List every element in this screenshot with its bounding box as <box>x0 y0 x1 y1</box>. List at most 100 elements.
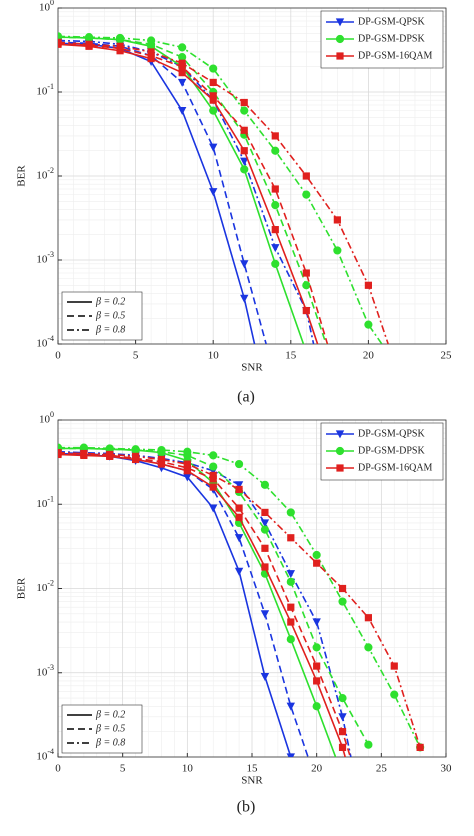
marker <box>235 504 243 512</box>
marker <box>335 34 345 44</box>
marker <box>178 59 186 67</box>
marker <box>302 281 311 290</box>
marker <box>147 48 155 56</box>
marker <box>240 157 249 166</box>
y-tick-label: 10-1 <box>36 494 54 510</box>
style-label: β = 0.2 <box>95 296 125 307</box>
marker <box>287 603 295 611</box>
line <box>58 35 383 344</box>
marker <box>183 460 191 468</box>
marker <box>271 146 280 155</box>
marker <box>364 614 372 622</box>
marker <box>313 559 321 567</box>
marker <box>336 52 344 60</box>
y-tick-label: 10-4 <box>36 747 54 763</box>
line <box>58 39 315 344</box>
marker <box>416 743 424 752</box>
chart: 0 5 10 15 20 25 10-4 10-3 10-2 10-1 100 SNR BER (a) DP… <box>16 0 453 406</box>
x-tick-label: 20 <box>311 763 323 775</box>
marker <box>209 504 218 513</box>
line <box>58 41 267 344</box>
marker <box>178 69 186 77</box>
marker <box>183 447 192 456</box>
marker <box>183 464 191 472</box>
marker <box>209 64 218 73</box>
style-label: β = 0.5 <box>95 310 125 321</box>
marker <box>260 525 270 534</box>
marker <box>338 584 347 593</box>
marker <box>364 281 372 289</box>
curves <box>58 443 425 757</box>
marker <box>271 185 279 193</box>
marker <box>234 567 244 576</box>
marker <box>209 92 217 100</box>
marker <box>390 690 399 699</box>
marker <box>335 430 345 439</box>
marker <box>209 188 218 197</box>
x-tick-label: 25 <box>441 350 453 362</box>
marker <box>209 462 218 471</box>
marker <box>132 452 140 460</box>
marker <box>209 96 217 104</box>
y-axis-label: BER <box>16 165 28 187</box>
marker <box>157 445 166 455</box>
marker <box>271 201 280 210</box>
plot-frame <box>57 419 447 758</box>
marker <box>209 78 217 87</box>
x-tick-label: 5 <box>133 350 139 362</box>
style-legend-box <box>61 291 143 341</box>
marker <box>302 306 310 315</box>
legend-label: DP-GSM-16QAM <box>358 462 433 473</box>
line <box>58 36 327 344</box>
y-axis-label: BER <box>16 577 28 599</box>
marker <box>312 702 321 711</box>
x-tick-label: 30 <box>441 763 453 775</box>
marker <box>287 534 295 542</box>
y-tick-label: 100 <box>39 0 54 14</box>
marker <box>333 216 341 224</box>
marker <box>183 473 192 482</box>
marker <box>260 480 270 489</box>
marker <box>335 18 345 27</box>
marker <box>335 446 345 456</box>
y-tick-label: 10-2 <box>36 578 54 594</box>
marker <box>209 106 218 115</box>
style-label: β = 0.8 <box>95 737 125 748</box>
marker <box>209 451 218 460</box>
marker <box>286 577 295 586</box>
marker <box>235 513 243 521</box>
marker <box>209 483 217 491</box>
line <box>58 451 309 757</box>
marker <box>177 78 187 87</box>
marker <box>240 106 249 115</box>
marker <box>115 33 125 43</box>
marker <box>333 246 342 255</box>
x-tick-label: 25 <box>376 763 388 775</box>
marker <box>364 740 373 749</box>
marker <box>234 534 244 543</box>
marker <box>271 226 279 234</box>
marker <box>286 702 295 711</box>
marker <box>147 36 156 45</box>
x-axis-label: SNR <box>241 775 263 787</box>
x-tick-label: 15 <box>247 763 259 775</box>
x-tick-label: 20 <box>363 350 375 362</box>
marker <box>390 662 398 670</box>
marker <box>286 753 295 757</box>
legend-label: DP-GSM-16QAM <box>358 50 433 61</box>
caption: (b) <box>237 799 256 816</box>
marker <box>336 464 344 472</box>
marker <box>240 126 248 134</box>
caption: (a) <box>237 389 255 406</box>
y-tick-label: 10-3 <box>36 250 54 266</box>
marker <box>261 508 269 517</box>
marker <box>313 677 321 685</box>
x-tick-label: 15 <box>285 350 297 362</box>
marker <box>364 320 373 329</box>
marker <box>338 743 347 752</box>
marker <box>58 38 62 46</box>
curves <box>58 32 390 344</box>
marker <box>271 244 280 253</box>
